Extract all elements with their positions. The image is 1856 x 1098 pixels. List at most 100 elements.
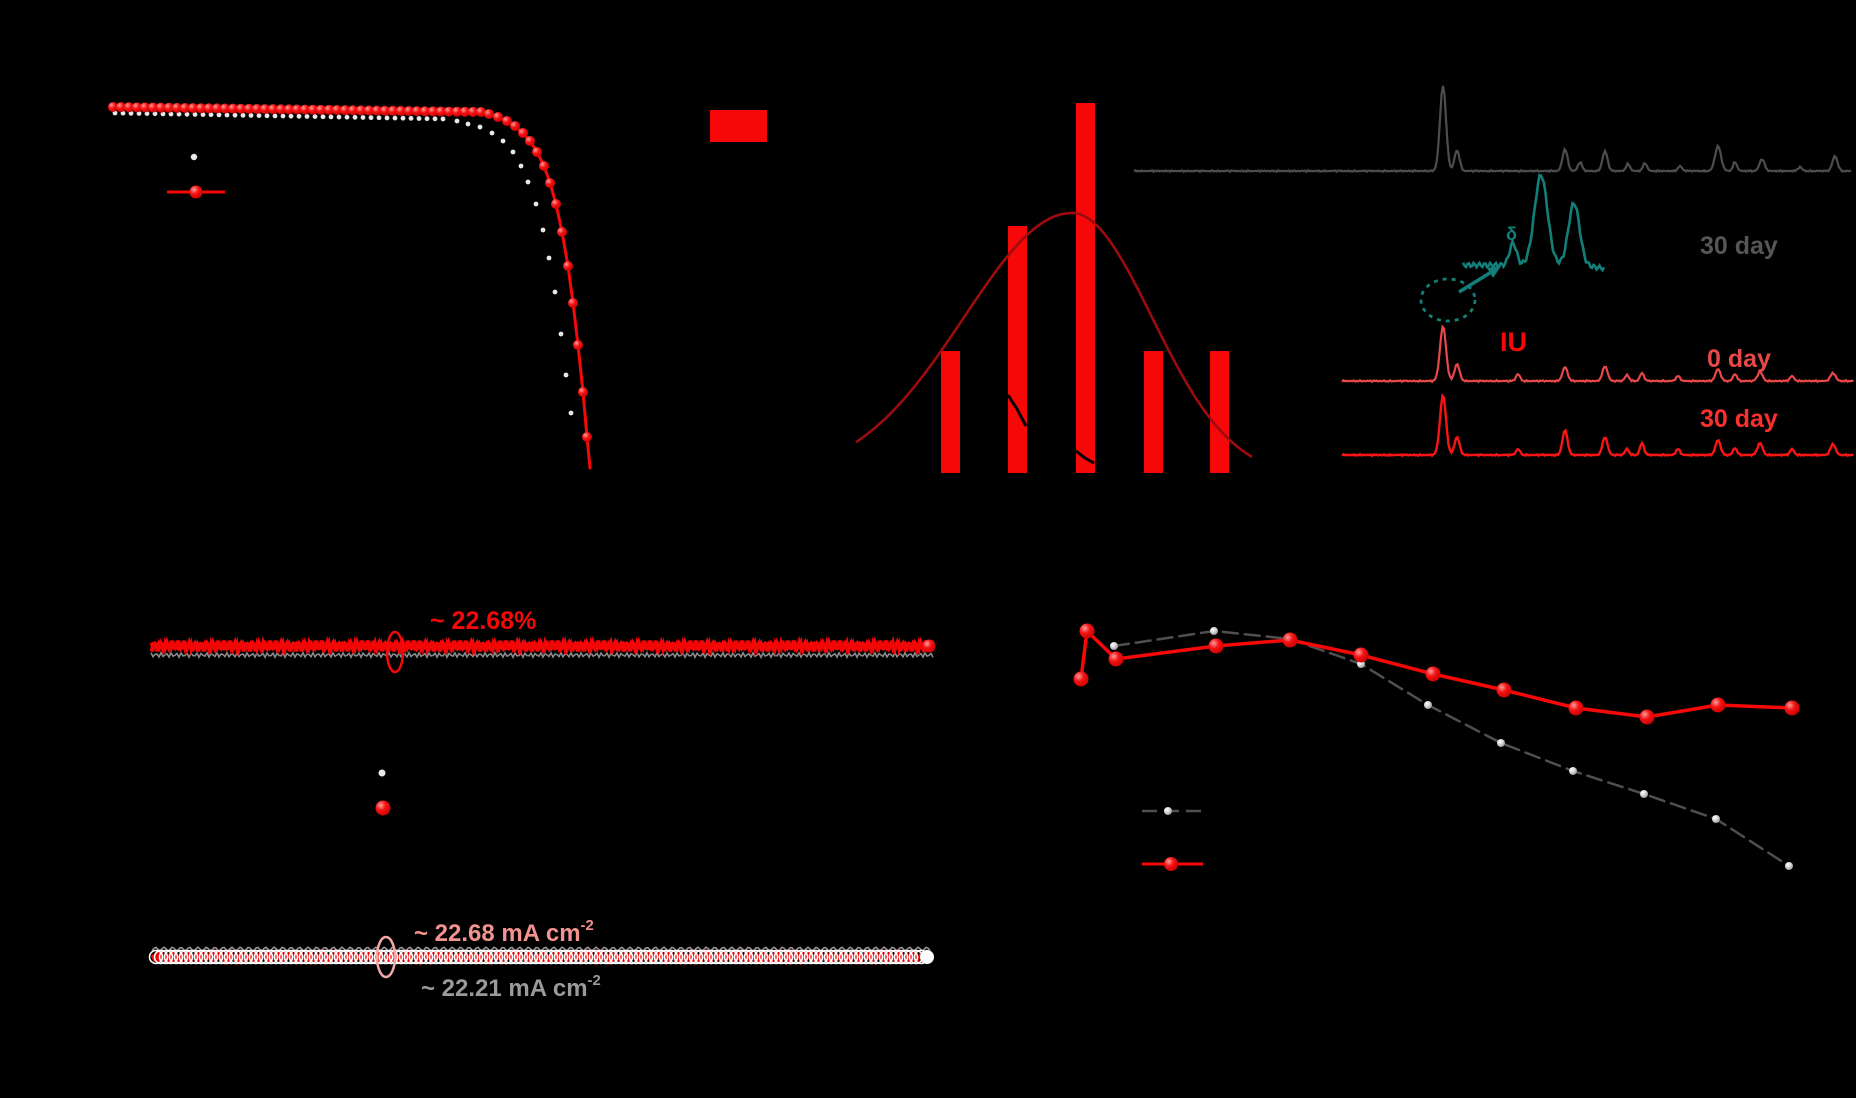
spo-jsc-band-ring [303, 949, 319, 965]
jv-control-curve-marker [272, 113, 278, 119]
jv-IU-treated-curve-marker [545, 178, 555, 188]
spo-jsc-band-ring [283, 949, 299, 965]
spo-jsc-band-ring [778, 949, 794, 965]
jv-IU-treated-curve-marker [228, 103, 238, 114]
aging-panel [1073, 623, 1800, 871]
jv-IU-treated-curve-marker [252, 103, 262, 114]
spo-jsc-band-ring [768, 949, 784, 965]
spo-jsc-band-ring [238, 949, 254, 965]
spo-jsc-band-ring [623, 949, 639, 965]
spo-jsc-band-ring [603, 949, 619, 965]
spo-jsc-band-ring [663, 949, 679, 965]
jv-control-curve-marker [533, 201, 539, 207]
aging-IU-treated-marker [1496, 682, 1512, 698]
spo-jsc-band-ring [593, 949, 609, 965]
spo-jsc-band-ring [408, 949, 424, 965]
jv-control-curve-marker [477, 124, 483, 130]
spo-jsc-band-ring [288, 949, 304, 965]
jv-IU-treated-curve-marker [316, 104, 326, 115]
spo-jsc-band-ring [883, 949, 899, 965]
aging-IU-treated-marker [1710, 697, 1726, 713]
spo-jsc-band-ring [583, 949, 599, 965]
spo-jsc-band-ring [668, 949, 684, 965]
spo-jsc-band-ring [558, 949, 574, 965]
aging-legend-treated-marker [1164, 857, 1178, 871]
xrd-label-control-30day: 30 day [1700, 232, 1778, 260]
spo-jsc-band-ring [903, 949, 919, 965]
spo-jsc-band-ring [413, 949, 429, 965]
jv-IU-treated-curve-marker [551, 199, 561, 209]
jv-IU-treated-curve-marker [518, 128, 528, 138]
spo-jsc-band-ring [263, 949, 279, 965]
spo-jsc-band-ring [708, 949, 724, 965]
spo-jsc-band-ring [378, 949, 394, 965]
jv-IU-treated-curve-marker [108, 102, 118, 112]
jv-IU-treated-curve-marker [484, 109, 494, 119]
jv-control-curve-marker [500, 138, 506, 144]
jv-IU-treated-curve-marker [502, 116, 512, 126]
jv-legend-treated-marker [189, 185, 203, 199]
jv-control-curve-marker [416, 116, 422, 121]
spo-jsc-band-ring [723, 949, 739, 965]
xrd-label-0day: 0 day [1707, 345, 1771, 373]
aging-IU-treated-marker [1282, 632, 1298, 648]
spo-jsc-band-ring [348, 949, 364, 965]
spo-jsc-band-ring [643, 949, 659, 965]
spo-jsc-band-ring [493, 949, 509, 965]
aging-control-marker [1785, 862, 1793, 870]
jv-IU-treated-curve-marker [396, 105, 406, 116]
spo-jsc-band-ring [193, 949, 209, 965]
spo-jsc-band-ring [473, 949, 489, 965]
spo-jsc-band-ring [478, 949, 494, 965]
jv-IU-treated-curve-marker [573, 340, 583, 350]
jv-control-curve-marker [288, 113, 294, 119]
xrd-delta-symbol: δ [1506, 224, 1517, 244]
aging-control-marker [1110, 642, 1118, 650]
jv-IU-treated-curve-marker [268, 104, 278, 115]
jv-IU-treated-curve-marker [476, 107, 486, 117]
spo-jsc-band-ring [258, 949, 274, 965]
spo-jsc-band-ring [453, 949, 469, 965]
spo-jsc-band-ring [783, 949, 799, 965]
jv-control-curve-marker [510, 149, 516, 155]
histogram-bar [941, 351, 960, 473]
spo-jsc-band-ring [613, 949, 629, 965]
jv-control-curve-marker [152, 111, 158, 117]
jv-IU-treated-curve-marker [140, 102, 150, 113]
aging-IU-treated-marker [1073, 671, 1089, 687]
jv-control-curve-marker [368, 115, 374, 121]
aging-control-marker [1424, 701, 1432, 709]
jv-control-curve-marker [224, 112, 230, 118]
xrd-delta-dashed-ellipse [1419, 277, 1477, 323]
jv-IU-treated-curve-marker [276, 104, 286, 115]
spo-jsc-band-ring [428, 949, 444, 965]
jv-control-curve-marker [392, 115, 398, 121]
spo-jsc-band-ring [518, 949, 534, 965]
jv-IU-treated-curve-marker [356, 105, 366, 116]
xrd-delta-arrow-head [1486, 266, 1501, 278]
spo-jsc-band-ring [758, 949, 774, 965]
jv-control-curve-marker [320, 114, 326, 120]
spo-jsc-band-ring [683, 949, 699, 965]
spo-jsc-band-ring [628, 949, 644, 965]
spo-panel [148, 630, 936, 979]
spo-jsc-band-ring [358, 949, 374, 965]
aging-control-marker [1712, 815, 1720, 823]
spo-jsc-band-ring [418, 949, 434, 965]
jv-control-curve-marker [168, 111, 174, 117]
spo-jsc-band-ring [308, 949, 324, 965]
spo-jsc-band-ring [168, 949, 184, 965]
spo-jsc-band-ring [728, 949, 744, 965]
histogram-control-fit-fragment [1006, 394, 1028, 427]
spo-jsc-band-ring [438, 949, 454, 965]
spo-jsc-band-ring [338, 949, 354, 965]
jv-IU-treated-curve-marker [428, 106, 438, 117]
aging-IU-treated-marker [1639, 709, 1655, 725]
spo-jsc-band-ring [538, 949, 554, 965]
jv-IU-treated-curve-marker [444, 106, 454, 117]
aging-control-line [1112, 629, 1791, 868]
jv-control-curve-marker [336, 114, 342, 120]
jv-IU-treated-curve-marker [539, 161, 549, 171]
jv-IU-treated-curve-marker [148, 102, 158, 113]
jv-control-curve-marker [563, 372, 569, 378]
